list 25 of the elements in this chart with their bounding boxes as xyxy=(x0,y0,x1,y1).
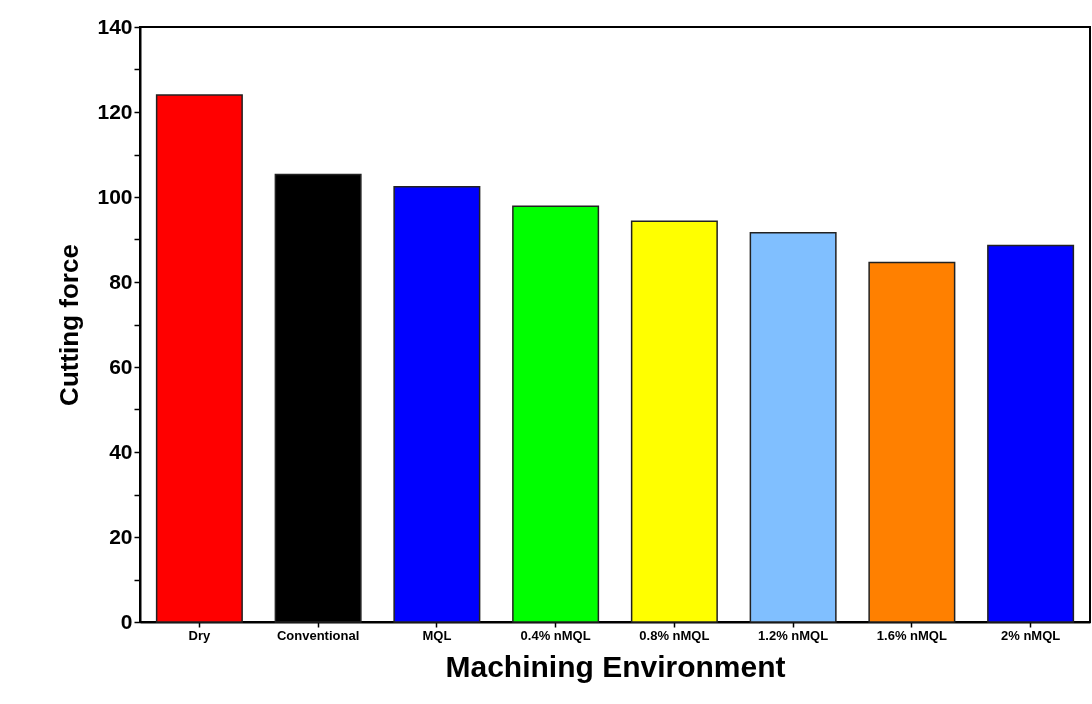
bar xyxy=(987,244,1075,623)
bar xyxy=(749,231,837,623)
y-axis-title: Cutting force xyxy=(54,244,85,406)
bar xyxy=(393,186,481,623)
y-tick-label: 80 xyxy=(109,269,133,293)
x-axis-title: Machining Environment xyxy=(445,649,786,683)
x-tick-label: 1.2% nMQL xyxy=(758,627,829,643)
y-tick-label: 20 xyxy=(109,524,133,548)
y-tick-label: 100 xyxy=(97,184,133,208)
bar xyxy=(630,220,718,623)
y-tick-label: 120 xyxy=(97,99,133,123)
x-tick-label: Conventional xyxy=(276,627,360,643)
x-tick-label: 0.4% nMQL xyxy=(520,627,591,643)
bar xyxy=(512,205,600,623)
bar xyxy=(868,261,956,623)
y-tick-label: 0 xyxy=(120,609,133,633)
x-tick-label: 1.6% nMQL xyxy=(876,627,947,643)
x-tick-label: MQL xyxy=(422,627,452,643)
y-tick-label: 140 xyxy=(97,14,133,38)
x-tick-label: 0.8% nMQL xyxy=(639,627,710,643)
y-tick-label: 60 xyxy=(109,354,133,378)
x-tick-label: Dry xyxy=(188,627,211,643)
y-tick-label: 40 xyxy=(109,439,133,463)
x-tick-label: 2% nMQL xyxy=(1001,627,1061,643)
bar xyxy=(155,94,243,623)
